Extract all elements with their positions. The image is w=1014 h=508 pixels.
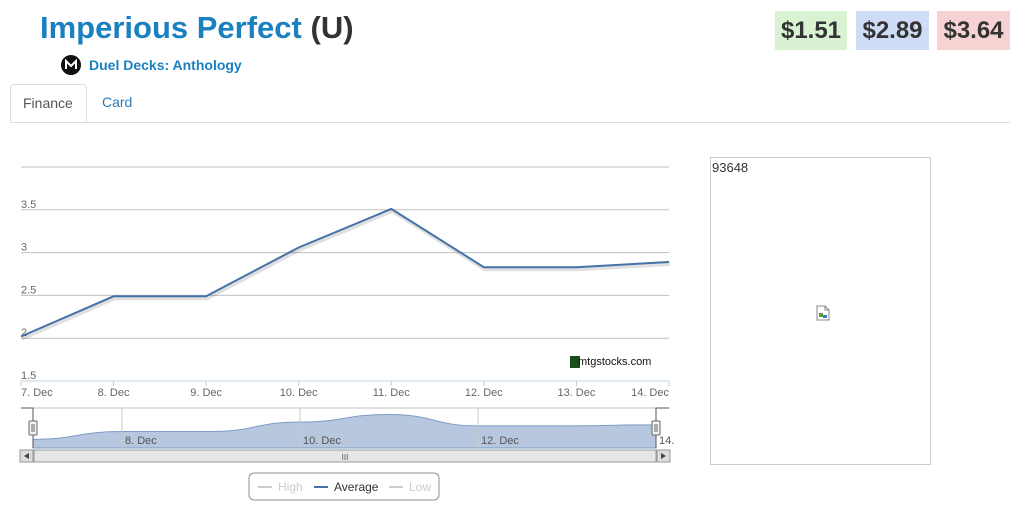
card-image-panel: 93648 (710, 157, 931, 465)
navigator-scrollbar[interactable]: III (19, 449, 671, 463)
y-tick-label: 1.5 (21, 370, 36, 382)
legend-label: Low (409, 480, 431, 494)
handle-box (28, 420, 38, 436)
legend-label: High (278, 480, 303, 494)
y-tick-label: 3.5 (21, 199, 36, 211)
legend-item-low[interactable]: Low (389, 480, 431, 494)
navigator-label: 12. Dec (481, 435, 519, 447)
navigator-label: 10. Dec (303, 435, 341, 447)
broken-image-icon (816, 305, 830, 321)
series-average-line (20, 207, 670, 338)
handle-box (651, 420, 661, 436)
x-tick-label: 11. Dec (373, 387, 411, 399)
x-tick-label: 8. Dec (98, 387, 130, 399)
tab-card[interactable]: Card (102, 94, 133, 110)
chart-legend (248, 472, 440, 501)
x-tick-label: 10. Dec (280, 387, 318, 399)
credit-logo-icon (570, 356, 580, 368)
price-chart: 1.5 2 2.5 3 3.5 7. Dec 8. Dec 9. Dec 10. Dec 11. … (19, 166, 674, 501)
y-tick-label: 3 (21, 242, 27, 254)
x-tick-label: 13. Dec (557, 387, 595, 399)
set-link[interactable]: Duel Decks: Anthology (89, 57, 242, 73)
legend-label: Average (334, 480, 379, 494)
set-symbol-icon (61, 55, 81, 75)
x-tick-label: 12. Dec (465, 387, 503, 399)
credit-watermark: mtgstocks.com (570, 356, 651, 368)
series-average-shadow (21, 208, 671, 341)
tab-bar: Finance Card (10, 84, 1010, 123)
x-tick-label: 14. Dec (631, 387, 669, 399)
navigator-label: 8. Dec (125, 435, 157, 447)
legend-box (248, 472, 440, 501)
card-image-id: 93648 (712, 160, 749, 175)
x-tick-label: 7. Dec (21, 387, 53, 399)
navigator-handle-left[interactable] (28, 420, 38, 436)
card-title: Imperious Perfect (U) (40, 10, 354, 46)
credit-text: mtgstocks.com (578, 356, 651, 368)
legend-item-average[interactable]: Average (314, 480, 379, 494)
legend-item-high[interactable]: High (258, 480, 303, 494)
navigator-label: 14. (659, 435, 674, 447)
price-high-badge: $3.64 (937, 11, 1010, 50)
set-row: Duel Decks: Anthology (60, 53, 242, 77)
x-tick-label: 9. Dec (190, 387, 222, 399)
y-tick-label: 2 (21, 327, 27, 339)
scrollbar-grip-icon: III (342, 453, 349, 462)
card-rarity: (U) (310, 10, 354, 45)
scrollbar-thumb (33, 449, 657, 463)
chevron-left-icon (24, 453, 29, 459)
card-name: Imperious Perfect (40, 10, 302, 45)
tab-finance[interactable]: Finance (10, 84, 87, 122)
price-average-badge: $2.89 (856, 11, 929, 50)
chevron-right-icon (661, 453, 666, 459)
price-low-badge: $1.51 (775, 11, 847, 50)
y-tick-label: 2.5 (21, 284, 36, 296)
navigator-handle-right[interactable] (651, 420, 661, 436)
navigator-area (32, 413, 657, 449)
